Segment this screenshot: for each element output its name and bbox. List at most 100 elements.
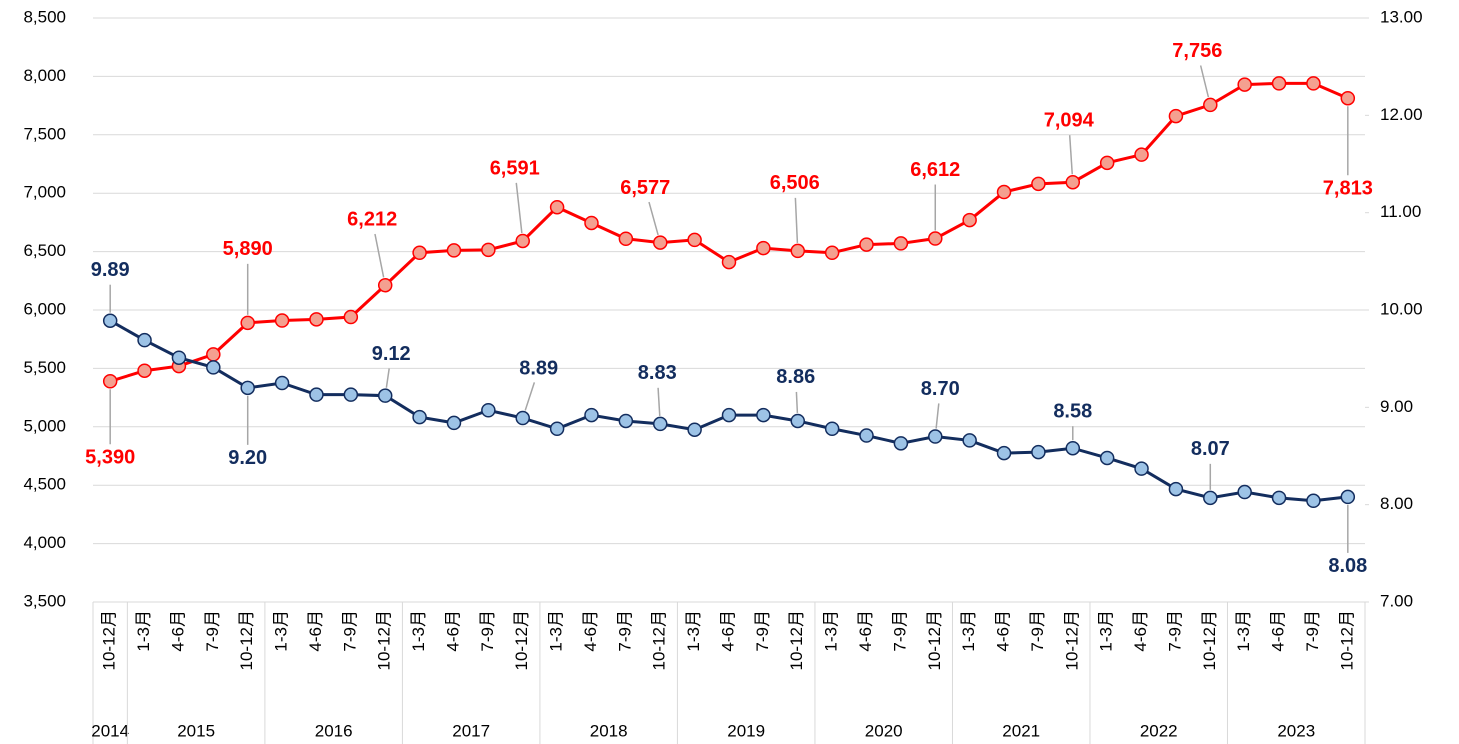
- data-point: [1306, 493, 1321, 509]
- series-line: [109, 81, 1349, 383]
- data-point: [1203, 490, 1218, 506]
- y2-tick-label: 12.00: [1380, 105, 1423, 124]
- data-label: 6,577: [620, 177, 670, 199]
- data-label: 5,390: [85, 447, 135, 469]
- x-tick-label: 4-6月: [168, 610, 187, 652]
- x-tick-label: 10-12月: [787, 610, 806, 670]
- data-point: [1065, 440, 1081, 456]
- data-label: 7,756: [1172, 40, 1222, 62]
- data-point: [1306, 76, 1321, 91]
- data-point: [1237, 484, 1252, 500]
- x-tick-label: 1-3月: [1097, 610, 1116, 652]
- data-point: [618, 413, 634, 429]
- data-label: 8.86: [776, 366, 815, 388]
- data-point: [1203, 97, 1218, 113]
- data-point: [343, 387, 359, 402]
- x-group-label: 2019: [727, 721, 765, 740]
- data-point: [1099, 155, 1115, 171]
- data-point: [1271, 76, 1287, 91]
- x-group-label: 2023: [1277, 721, 1315, 740]
- data-point: [584, 407, 599, 423]
- data-point: [309, 387, 324, 402]
- y-tick-label: 7,500: [23, 124, 66, 143]
- data-point: [721, 254, 737, 270]
- x-tick-label: 10-12月: [1337, 610, 1356, 670]
- data-point: [893, 236, 909, 251]
- data-point: [1134, 461, 1149, 476]
- x-tick-label: 7-9月: [1028, 610, 1047, 652]
- x-tick-label: 7-9月: [203, 610, 222, 652]
- data-point: [240, 380, 255, 396]
- x-tick-label: 7-9月: [890, 610, 909, 652]
- y2-tick-label: 7.00: [1380, 591, 1413, 610]
- data-point: [1031, 176, 1046, 192]
- data-point: [309, 312, 324, 327]
- data-point: [377, 388, 393, 403]
- x-tick-label: 10-12月: [925, 610, 944, 670]
- leader-line: [935, 403, 940, 429]
- x-tick-label: 7-9月: [478, 610, 497, 652]
- data-point: [515, 233, 530, 249]
- data-point: [756, 240, 771, 256]
- data-label: 8.89: [519, 357, 558, 379]
- data-label: 8.08: [1328, 555, 1367, 577]
- leader-line: [515, 182, 523, 234]
- leader-line: [374, 233, 385, 278]
- data-point: [1031, 444, 1046, 460]
- data-label: 6,591: [490, 157, 540, 179]
- data-point: [790, 243, 806, 259]
- x-tick-label: 1-3月: [409, 610, 428, 652]
- data-label: 8.07: [1191, 438, 1230, 460]
- data-point: [171, 350, 187, 365]
- y-tick-label: 3,500: [23, 591, 66, 610]
- y2-tick-label: 9.00: [1380, 397, 1413, 416]
- y-tick-label: 6,500: [23, 241, 66, 260]
- y-tick-label: 8,000: [23, 66, 66, 85]
- data-point: [687, 232, 702, 248]
- data-point: [515, 410, 530, 426]
- data-point: [893, 436, 909, 451]
- leader-line: [1068, 135, 1074, 175]
- y-tick-label: 7,000: [23, 183, 66, 202]
- x-tick-label: 10-12月: [512, 610, 531, 670]
- data-point: [137, 332, 152, 348]
- x-tick-label: 1-3月: [272, 610, 291, 652]
- data-point: [1168, 108, 1184, 124]
- data-point: [652, 235, 668, 250]
- data-label: 9.20: [228, 447, 267, 469]
- x-tick-label: 10-12月: [1062, 610, 1081, 670]
- x-group-label: 2015: [177, 721, 215, 740]
- data-point: [1237, 77, 1252, 92]
- data-point: [549, 199, 565, 215]
- leader-line: [795, 391, 799, 414]
- x-tick-label: 1-3月: [959, 610, 978, 652]
- data-label: 5,890: [223, 238, 273, 260]
- y-tick-label: 5,500: [23, 358, 66, 377]
- x-tick-label: 10-12月: [1200, 610, 1219, 670]
- data-label: 9.89: [91, 259, 130, 281]
- data-point: [584, 215, 599, 231]
- x-tick-label: 10-12月: [650, 610, 669, 670]
- data-point: [549, 421, 565, 436]
- x-tick-label: 4-6月: [994, 610, 1013, 652]
- data-label: 6,506: [770, 172, 820, 194]
- x-tick-label: 10-12月: [375, 610, 394, 670]
- x-tick-label: 4-6月: [856, 610, 875, 652]
- data-label: 8.58: [1053, 400, 1092, 422]
- data-point: [1065, 174, 1081, 190]
- data-point: [446, 243, 462, 258]
- x-tick-label: 4-6月: [443, 610, 462, 652]
- data-point: [1099, 450, 1115, 466]
- y-tick-label: 6,000: [23, 299, 66, 318]
- y2-tick-label: 8.00: [1380, 494, 1413, 513]
- data-point: [1271, 490, 1287, 506]
- leader-line: [657, 387, 661, 416]
- x-tick-label: 1-3月: [1234, 610, 1253, 652]
- data-point: [721, 407, 737, 423]
- x-group-label: 2018: [590, 721, 628, 740]
- x-tick-label: 10-12月: [237, 610, 256, 670]
- data-point: [446, 415, 462, 431]
- y-tick-label: 4,500: [23, 475, 66, 494]
- data-label: 7,813: [1323, 178, 1373, 200]
- data-label: 8.70: [921, 378, 960, 400]
